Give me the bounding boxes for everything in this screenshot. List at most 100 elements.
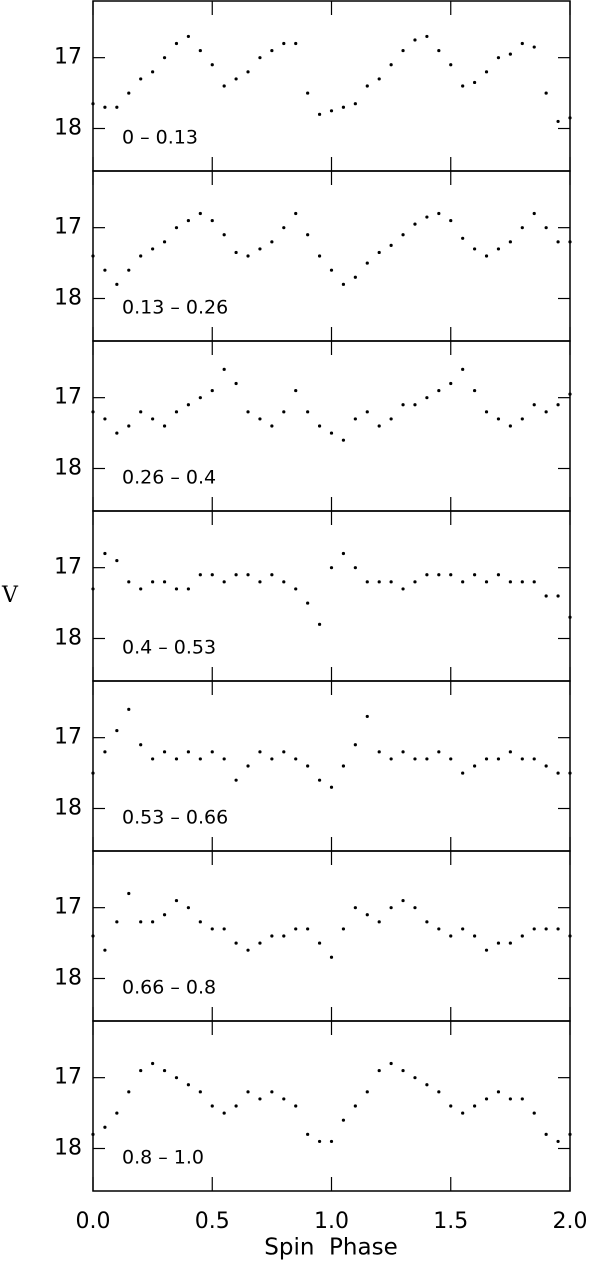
data-point (258, 56, 262, 60)
data-point (520, 41, 524, 46)
data-point (91, 1132, 95, 1136)
x-axis-label: Spin Phase (264, 1235, 397, 1261)
data-point (186, 906, 190, 910)
panel-label: 0.66 – 0.8 (122, 977, 216, 999)
data-point (258, 247, 262, 251)
data-point (91, 410, 95, 414)
data-point (174, 410, 179, 414)
data-point (115, 431, 119, 435)
data-point (294, 388, 298, 393)
data-point (127, 1090, 131, 1094)
data-point (425, 396, 429, 400)
data-point (437, 1090, 441, 1094)
data-point (473, 1104, 477, 1108)
data-point (473, 764, 477, 768)
data-point (568, 240, 572, 244)
data-point (365, 84, 369, 88)
data-point (556, 927, 560, 931)
data-point (198, 48, 202, 53)
data-point (341, 438, 346, 442)
data-point (210, 927, 214, 931)
data-point (413, 222, 417, 226)
data-point (210, 750, 214, 754)
data-point (258, 941, 262, 945)
data-point (473, 934, 477, 938)
panel-label: 0 – 0.13 (122, 127, 198, 149)
data-point (461, 1111, 465, 1115)
data-point (401, 750, 405, 754)
data-point (139, 920, 143, 924)
data-point (437, 750, 441, 754)
data-point (317, 424, 322, 428)
data-point (91, 254, 95, 258)
data-point (162, 240, 167, 244)
y-tick-label: 18 (54, 456, 82, 481)
data-point (198, 396, 202, 400)
data-point (496, 417, 501, 421)
data-point (270, 424, 274, 428)
data-point (139, 77, 143, 81)
data-point (329, 1139, 334, 1144)
data-point (437, 211, 441, 216)
data-point (222, 233, 226, 237)
data-point (520, 417, 524, 421)
data-point (532, 45, 536, 49)
x-tick-label: 2.0 (553, 1209, 588, 1234)
y-tick-label: 17 (54, 45, 82, 70)
data-point (198, 211, 202, 216)
data-point (341, 282, 346, 286)
data-point (115, 282, 119, 286)
data-point (556, 403, 560, 407)
data-point (365, 714, 369, 719)
data-point (258, 1097, 262, 1101)
data-point (210, 388, 214, 393)
data-point (222, 927, 226, 931)
data-point (437, 48, 441, 53)
data-point (306, 410, 310, 414)
data-point (484, 70, 489, 74)
data-point (115, 105, 119, 109)
data-point (449, 63, 453, 67)
data-point (365, 261, 369, 265)
data-point (162, 56, 167, 60)
data-point (210, 573, 214, 577)
data-point (484, 580, 489, 584)
data-point (353, 906, 357, 910)
data-point (413, 757, 417, 761)
data-point (413, 403, 417, 407)
data-point (222, 1111, 226, 1115)
x-tick-label: 1.0 (314, 1209, 349, 1234)
data-point (127, 91, 131, 95)
data-point (246, 573, 250, 577)
data-point (544, 764, 548, 768)
data-point (544, 594, 548, 598)
data-point (294, 41, 298, 46)
data-point (568, 116, 572, 120)
data-point (329, 109, 334, 113)
data-point (174, 757, 179, 761)
data-point (401, 587, 405, 591)
data-point (508, 52, 512, 56)
data-point (341, 764, 346, 768)
data-point (234, 778, 238, 782)
data-point (258, 417, 262, 421)
data-point (544, 1132, 548, 1136)
data-point (186, 1083, 190, 1087)
data-point (186, 750, 190, 754)
data-point (258, 580, 262, 584)
data-point (520, 934, 524, 938)
data-point (544, 91, 548, 95)
data-point (115, 728, 119, 733)
data-point (496, 247, 501, 251)
data-point (341, 105, 346, 109)
data-point (461, 580, 465, 584)
data-point (270, 48, 274, 53)
data-point (425, 34, 429, 39)
data-point (508, 750, 512, 754)
data-point (115, 1111, 119, 1115)
y-tick-label: 17 (54, 1065, 82, 1090)
data-point (317, 1139, 322, 1144)
data-point (413, 580, 417, 584)
data-point (461, 771, 465, 775)
data-point (103, 750, 107, 754)
